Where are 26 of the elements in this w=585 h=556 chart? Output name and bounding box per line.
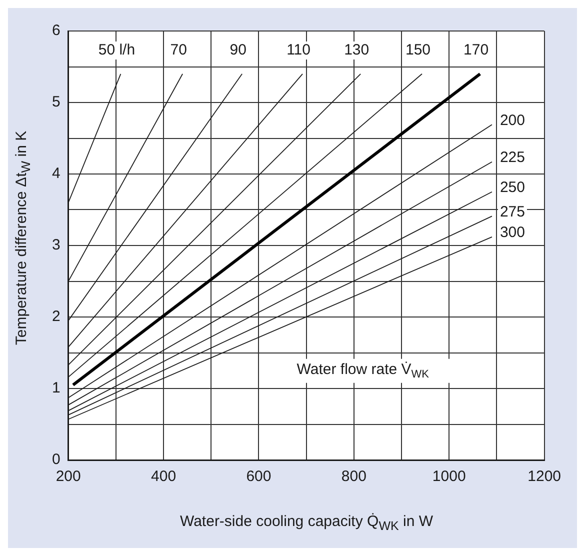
series-label: 70 [170,42,187,59]
series-label: 170 [464,42,489,59]
x-axis-title: Water-side cooling capacity Q̇$_{WK}$ in W [178,513,434,533]
series-label: 225 [500,148,525,166]
y-tick-label: 6 [52,22,60,40]
y-tick-label: 3 [52,236,60,254]
x-tick-label: 200 [56,468,81,486]
x-tick-label: 1000 [432,468,466,486]
x-tick-label: 1200 [528,468,562,486]
x-tick-label: 600 [246,468,272,486]
series-label: 275 [500,203,525,220]
y-tick-label: 4 [52,165,60,182]
series-label: 300 [500,224,525,242]
series-label: 150 [405,42,431,59]
y-tick-label: 5 [52,94,60,111]
series-label: 110 [286,42,310,59]
series-label: 200 [500,112,525,129]
y-tick-label: 2 [52,308,60,326]
series-label: 90 [230,42,246,59]
series-label: 250 [500,179,525,196]
x-tick-label: 400 [151,468,176,486]
series-label: 50 l/h [98,42,136,59]
y-tick-label: 0 [52,451,60,468]
y-tick-label: 1 [52,380,60,397]
series-label: 130 [344,42,370,59]
x-tick-label: 800 [341,468,366,486]
